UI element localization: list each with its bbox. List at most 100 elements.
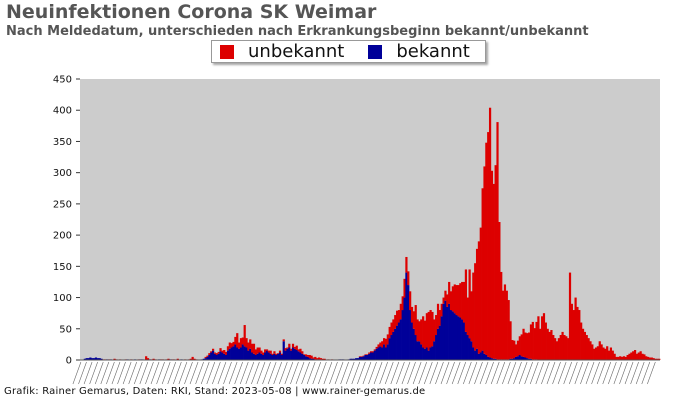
bar-unbekannt: [379, 342, 382, 347]
x-tick-mark: [613, 361, 623, 385]
bar-bekannt: [409, 310, 412, 360]
bar-bekannt: [490, 358, 494, 360]
bar-bekannt: [286, 348, 289, 360]
x-tick-mark: [262, 361, 271, 385]
plot-background: [80, 79, 660, 360]
bar-bekannt: [429, 347, 432, 360]
bar-unbekannt: [606, 346, 609, 360]
bar-unbekannt: [267, 350, 270, 353]
bar-bekannt: [353, 358, 356, 360]
chart-title: Neuinfektionen Corona SK Weimar: [6, 1, 377, 23]
bar-unbekannt: [488, 107, 492, 358]
bar-unbekannt: [537, 316, 540, 360]
bar-unbekannt: [362, 355, 365, 357]
bar-unbekannt: [297, 349, 300, 352]
bar-unbekannt: [282, 339, 285, 342]
x-tick-mark: [340, 361, 349, 385]
bar-bekannt: [275, 355, 278, 360]
bar-unbekannt: [646, 356, 650, 360]
x-tick-mark: [301, 361, 310, 385]
x-tick-mark: [156, 361, 165, 385]
bar-unbekannt: [440, 303, 443, 317]
bar-unbekannt: [230, 343, 233, 348]
bar-unbekannt: [247, 342, 250, 351]
bar-bekannt: [397, 322, 401, 360]
bar-unbekannt: [459, 283, 462, 318]
bar-unbekannt: [541, 316, 544, 360]
bar-unbekannt: [390, 322, 393, 336]
bar-bekannt: [87, 358, 90, 360]
bar-unbekannt: [290, 348, 293, 351]
bar-unbekannt: [306, 355, 309, 357]
x-tick-mark: [251, 361, 260, 385]
x-tick-mark: [357, 361, 366, 385]
bar-unbekannt: [304, 354, 308, 357]
bar-unbekannt: [284, 348, 287, 351]
y-tick-label: 300: [53, 168, 72, 179]
bar-bekannt: [403, 297, 406, 360]
bar-unbekannt: [238, 342, 241, 349]
bar-bekannt: [223, 353, 226, 360]
bar-bekannt: [444, 300, 447, 360]
bar-bekannt: [94, 357, 98, 360]
bar-unbekannt: [585, 335, 588, 360]
bar-bekannt: [254, 355, 257, 360]
bar-bekannt: [529, 358, 533, 360]
bar-bekannt: [249, 348, 252, 360]
x-tick-mark: [641, 361, 651, 385]
x-tick-mark: [485, 361, 494, 385]
bar-bekannt: [466, 335, 469, 360]
bar-bekannt: [522, 356, 525, 360]
bar-unbekannt: [396, 310, 399, 326]
x-tick-mark: [106, 361, 115, 385]
bar-bekannt: [375, 348, 378, 360]
bar-unbekannt: [492, 183, 495, 359]
bar-unbekannt: [239, 338, 243, 348]
bar-bekannt: [297, 351, 300, 360]
bar-bekannt: [241, 344, 244, 360]
bar-unbekannt: [578, 310, 581, 360]
bar-unbekannt: [533, 328, 536, 360]
x-tick-mark: [468, 361, 478, 385]
bar-unbekannt: [449, 291, 453, 311]
bar-bekannt: [470, 341, 473, 360]
bar-unbekannt: [383, 338, 386, 345]
x-tick-mark: [100, 361, 110, 385]
bar-bekannt: [513, 358, 516, 360]
bar-bekannt: [358, 356, 362, 360]
bar-unbekannt: [518, 336, 521, 355]
bar-bekannt: [280, 355, 283, 360]
bar-unbekannt: [448, 281, 451, 304]
bar-bekannt: [399, 319, 402, 360]
bar-bekannt: [232, 346, 235, 360]
bar-bekannt: [468, 338, 471, 360]
x-tick-mark: [463, 361, 472, 385]
x-tick-mark: [608, 361, 617, 385]
x-axis: [72, 359, 660, 385]
x-tick-mark: [552, 361, 561, 385]
x-tick-mark: [278, 361, 288, 385]
bar-unbekannt: [615, 356, 618, 360]
bar-bekannt: [85, 358, 88, 360]
bar-unbekannt: [152, 358, 155, 360]
bar-unbekannt: [622, 356, 626, 360]
bar-bekannt: [477, 353, 481, 360]
x-tick-mark: [451, 361, 461, 385]
bar-bekannt: [528, 358, 531, 360]
bar-unbekannt: [241, 337, 244, 345]
bar-unbekannt: [470, 291, 473, 342]
bar-bekannt: [384, 347, 388, 360]
bar-bekannt: [284, 350, 287, 360]
bar-bekannt: [256, 353, 259, 360]
x-tick-mark: [323, 361, 333, 385]
bar-unbekannt: [317, 357, 321, 360]
bar-bekannt: [239, 347, 243, 360]
chart-subtitle: Nach Meldedatum, unterschieden nach Erkr…: [6, 24, 589, 39]
bar-bekannt: [379, 346, 382, 360]
bar-unbekannt: [539, 328, 542, 360]
x-tick-mark: [602, 361, 612, 385]
y-tick-label: 350: [53, 137, 72, 148]
legend-label-bekannt: bekannt: [396, 41, 470, 62]
bar-bekannt: [96, 358, 99, 360]
x-tick-mark: [379, 361, 388, 385]
